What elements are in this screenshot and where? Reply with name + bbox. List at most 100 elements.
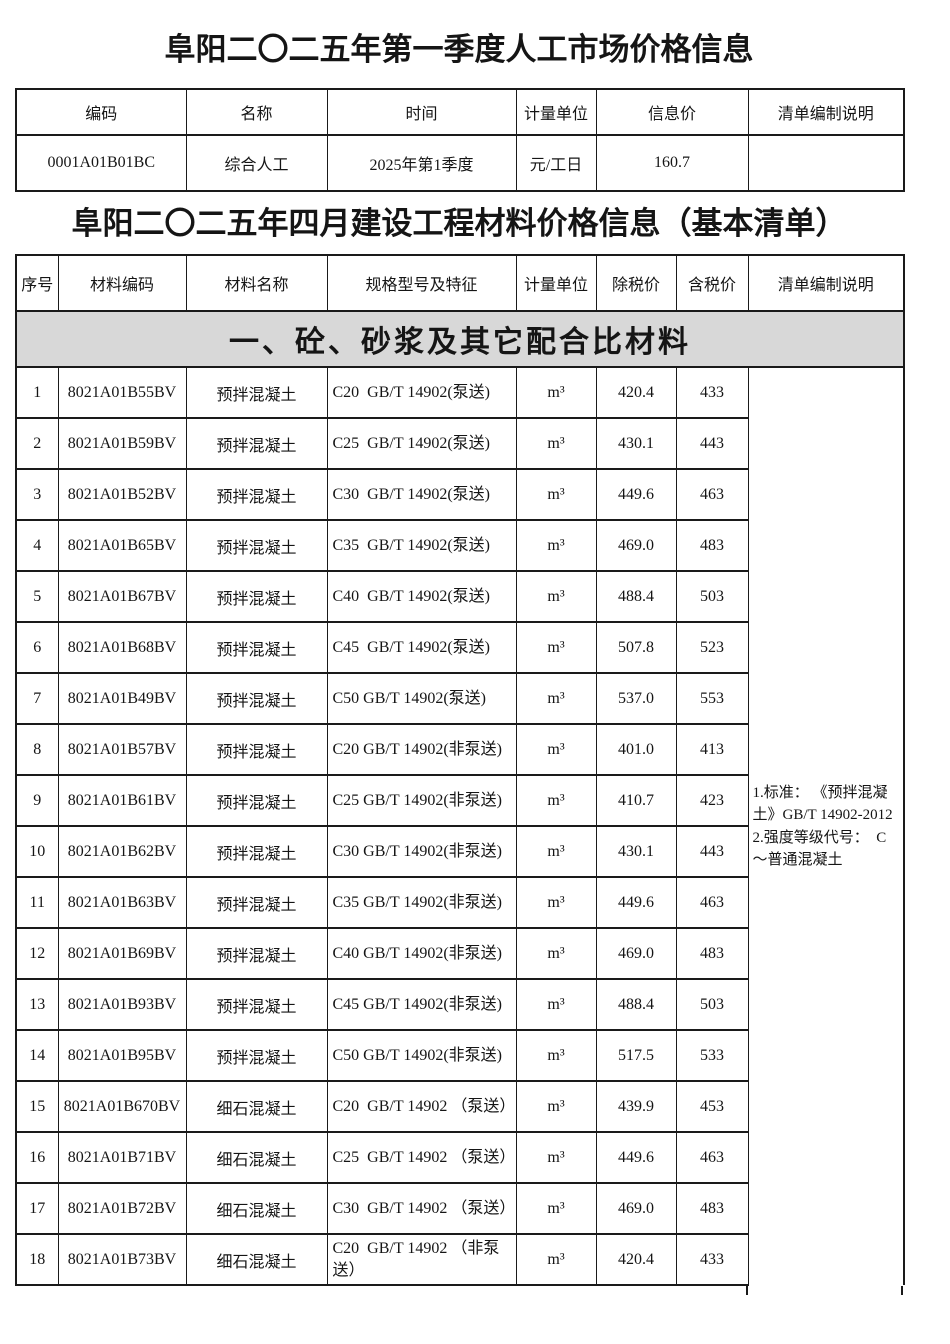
cell-price-in: 443 — [675, 417, 749, 470]
cell-no: 16 — [15, 1131, 59, 1184]
material-header-note: 清单编制说明 — [747, 254, 905, 312]
cell-spec: C40 GB/T 14902(非泵送) — [326, 927, 517, 980]
cell-price-ex: 507.8 — [595, 621, 677, 674]
material-table-wrap: 序号 材料编码 材料名称 规格型号及特征 计量单位 除税价 含税价 清单编制说明… — [15, 254, 905, 1295]
cell-no: 8 — [15, 723, 59, 776]
material-price-table: 序号 材料编码 材料名称 规格型号及特征 计量单位 除税价 含税价 清单编制说明… — [15, 254, 905, 1286]
cell-spec: C30 GB/T 14902 （泵送） — [326, 1182, 517, 1235]
cell-spec: C20 GB/T 14902(非泵送) — [326, 723, 517, 776]
section-title: 一、砼、砂浆及其它配合比材料 — [15, 310, 905, 368]
cell-no: 1 — [15, 366, 59, 419]
cell-price-in: 533 — [675, 1029, 749, 1082]
cell-unit: m³ — [515, 1029, 597, 1082]
labor-cell-time: 2025年第1季度 — [326, 134, 517, 192]
labor-header-code: 编码 — [15, 88, 187, 136]
cell-price-ex: 469.0 — [595, 1182, 677, 1235]
cell-name: 细石混凝土 — [185, 1080, 328, 1133]
cell-name: 预拌混凝土 — [185, 570, 328, 623]
cell-no: 14 — [15, 1029, 59, 1082]
cell-unit: m³ — [515, 1233, 597, 1286]
labor-data-row: 0001A01B01BC 综合人工 2025年第1季度 元/工日 160.7 — [15, 134, 905, 192]
cell-price-ex: 469.0 — [595, 519, 677, 572]
cell-price-ex: 517.5 — [595, 1029, 677, 1082]
table-row: 10 8021A01B62BV 预拌混凝土 C30 GB/T 14902(非泵送… — [15, 825, 904, 878]
cell-code: 8021A01B62BV — [57, 825, 187, 878]
cell-no: 13 — [15, 978, 59, 1031]
document-page: 阜阳二〇二五年第一季度人工市场价格信息 编码 名称 时间 计量单位 信息价 清单… — [15, 0, 905, 1295]
table-row: 13 8021A01B93BV 预拌混凝土 C45 GB/T 14902(非泵送… — [15, 978, 904, 1031]
cell-name: 预拌混凝土 — [185, 366, 328, 419]
material-header-unit: 计量单位 — [515, 254, 597, 312]
cell-no: 18 — [15, 1233, 59, 1286]
cell-no: 7 — [15, 672, 59, 725]
cell-name: 细石混凝土 — [185, 1131, 328, 1184]
cell-code: 8021A01B67BV — [57, 570, 187, 623]
table-row: 14 8021A01B95BV 预拌混凝土 C50 GB/T 14902(非泵送… — [15, 1029, 904, 1082]
table-row: 5 8021A01B67BV 预拌混凝土 C40 GB/T 14902(泵送) … — [15, 570, 904, 623]
cell-price-ex: 430.1 — [595, 417, 677, 470]
cell-spec: C25 GB/T 14902(泵送) — [326, 417, 517, 470]
cell-code: 8021A01B61BV — [57, 774, 187, 827]
cell-unit: m³ — [515, 978, 597, 1031]
cell-name: 预拌混凝土 — [185, 774, 328, 827]
cell-price-in: 443 — [675, 825, 749, 878]
cell-unit: m³ — [515, 621, 597, 674]
cell-price-in: 463 — [675, 1131, 749, 1184]
cell-code: 8021A01B72BV — [57, 1182, 187, 1235]
labor-header-note: 清单编制说明 — [747, 88, 905, 136]
cell-unit: m³ — [515, 417, 597, 470]
cell-name: 预拌混凝土 — [185, 876, 328, 929]
cell-code: 8021A01B57BV — [57, 723, 187, 776]
table-row: 4 8021A01B65BV 预拌混凝土 C35 GB/T 14902(泵送) … — [15, 519, 904, 572]
notes-column-right-border-tail — [901, 1286, 903, 1295]
material-header-price-in: 含税价 — [675, 254, 749, 312]
cell-price-ex: 537.0 — [595, 672, 677, 725]
section-header-row: 一、砼、砂浆及其它配合比材料 — [15, 310, 905, 368]
material-header-spec: 规格型号及特征 — [326, 254, 517, 312]
table-row: 3 8021A01B52BV 预拌混凝土 C30 GB/T 14902(泵送) … — [15, 468, 904, 521]
cell-spec: C20 GB/T 14902(泵送) — [326, 366, 517, 419]
cell-price-ex: 420.4 — [595, 1233, 677, 1286]
cell-price-ex: 449.6 — [595, 876, 677, 929]
cell-no: 2 — [15, 417, 59, 470]
cell-unit: m³ — [515, 825, 597, 878]
cell-unit: m³ — [515, 927, 597, 980]
labor-header-row: 编码 名称 时间 计量单位 信息价 清单编制说明 — [15, 88, 905, 136]
table-row: 12 8021A01B69BV 预拌混凝土 C40 GB/T 14902(非泵送… — [15, 927, 904, 980]
cell-code: 8021A01B95BV — [57, 1029, 187, 1082]
cell-code: 8021A01B52BV — [57, 468, 187, 521]
cell-name: 预拌混凝土 — [185, 978, 328, 1031]
table-row: 17 8021A01B72BV 细石混凝土 C30 GB/T 14902 （泵送… — [15, 1182, 904, 1235]
labor-price-table: 编码 名称 时间 计量单位 信息价 清单编制说明 0001A01B01BC 综合… — [15, 88, 905, 192]
cell-price-in: 413 — [675, 723, 749, 776]
cell-no: 15 — [15, 1080, 59, 1133]
cell-price-ex: 449.6 — [595, 468, 677, 521]
cell-no: 11 — [15, 876, 59, 929]
material-header-price-ex: 除税价 — [595, 254, 677, 312]
cell-price-in: 523 — [675, 621, 749, 674]
cell-spec: C50 GB/T 14902(非泵送) — [326, 1029, 517, 1082]
labor-cell-code: 0001A01B01BC — [15, 134, 187, 192]
cell-price-in: 453 — [675, 1080, 749, 1133]
cell-price-ex: 420.4 — [595, 366, 677, 419]
cell-unit: m³ — [515, 366, 597, 419]
cell-spec: C45 GB/T 14902(非泵送) — [326, 978, 517, 1031]
cell-unit: m³ — [515, 723, 597, 776]
cell-price-in: 503 — [675, 570, 749, 623]
cell-unit: m³ — [515, 570, 597, 623]
cell-price-ex: 410.7 — [595, 774, 677, 827]
cell-spec: C30 GB/T 14902(非泵送) — [326, 825, 517, 878]
cell-unit: m³ — [515, 876, 597, 929]
table-row: 15 8021A01B670BV 细石混凝土 C20 GB/T 14902 （泵… — [15, 1080, 904, 1133]
cell-unit: m³ — [515, 1131, 597, 1184]
cell-code: 8021A01B49BV — [57, 672, 187, 725]
cell-code: 8021A01B69BV — [57, 927, 187, 980]
cell-code: 8021A01B65BV — [57, 519, 187, 572]
cell-name: 细石混凝土 — [185, 1233, 328, 1286]
material-header-code: 材料编码 — [57, 254, 187, 312]
labor-cell-name: 综合人工 — [185, 134, 328, 192]
cell-price-ex: 488.4 — [595, 570, 677, 623]
cell-name: 细石混凝土 — [185, 1182, 328, 1235]
cell-no: 5 — [15, 570, 59, 623]
material-price-title: 阜阳二〇二五年四月建设工程材料价格信息（基本清单） — [71, 206, 847, 241]
